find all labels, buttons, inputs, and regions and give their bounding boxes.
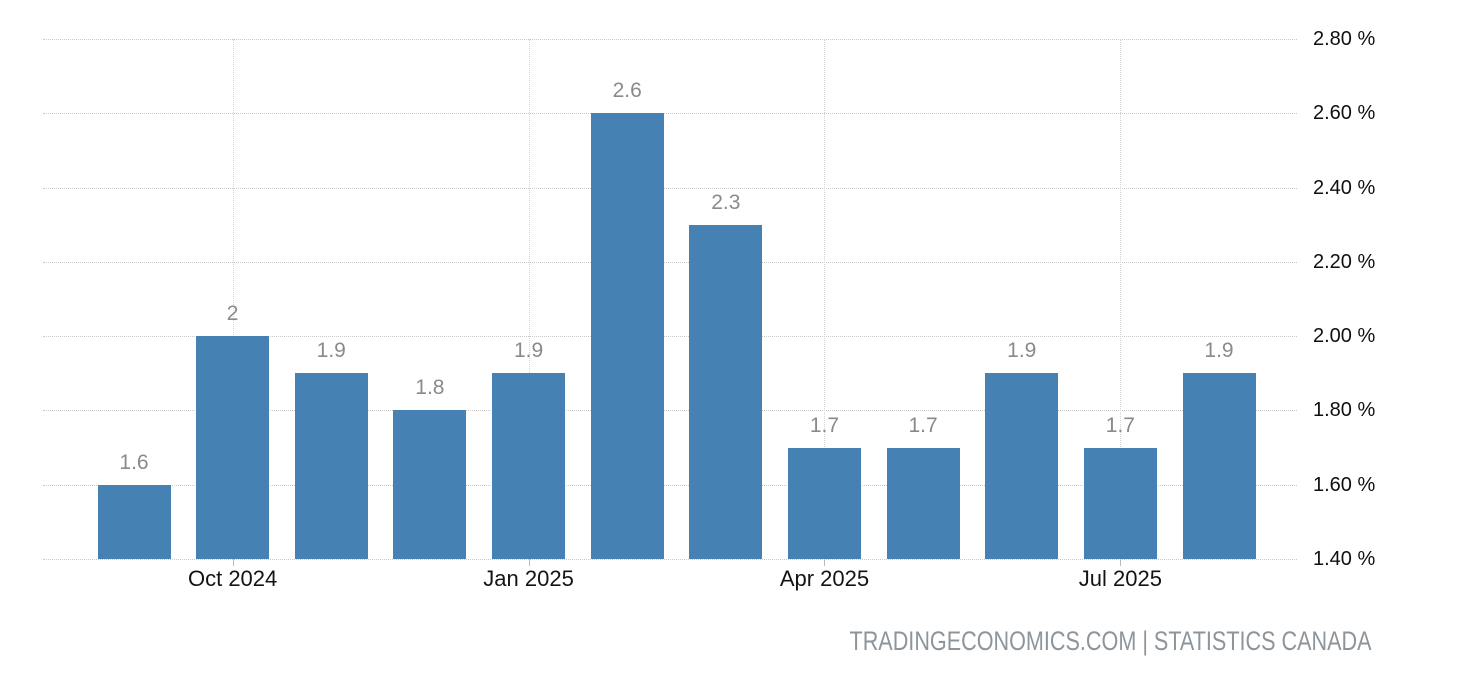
- bar[interactable]: [492, 373, 566, 559]
- bar-value-label: 1.9: [513, 339, 544, 363]
- h-gridline: [43, 559, 1297, 560]
- x-axis-label: Oct 2024: [187, 566, 278, 591]
- x-axis-label: Jan 2025: [483, 566, 574, 591]
- bar[interactable]: [97, 484, 171, 559]
- bar-value-label: 1.7: [908, 413, 938, 437]
- bar[interactable]: [787, 447, 861, 559]
- y-axis-label: 2.00 %: [1313, 325, 1376, 348]
- bar[interactable]: [294, 373, 368, 559]
- y-axis-label: 1.40 %: [1313, 548, 1376, 570]
- bar[interactable]: [1083, 447, 1157, 559]
- bar[interactable]: [985, 373, 1059, 559]
- bar[interactable]: [1182, 373, 1256, 559]
- bar-value-label: 1.7: [809, 413, 840, 437]
- x-tick-mark: [232, 559, 234, 566]
- bar-value-label: 2.6: [612, 79, 642, 103]
- x-axis-label: Apr 2025: [779, 566, 870, 591]
- x-axis-label: Jul 2025: [1078, 566, 1162, 591]
- y-axis-label: 2.20 %: [1313, 250, 1376, 273]
- bar-value-label: 1.7: [1105, 413, 1135, 437]
- bar[interactable]: [196, 336, 270, 559]
- bar-value-label: 1.9: [316, 339, 346, 363]
- v-gridline: [232, 39, 234, 559]
- bar-value-label: 2.3: [711, 190, 741, 214]
- v-gridline: [824, 39, 826, 559]
- y-axis-label: 2.40 %: [1313, 176, 1376, 199]
- bar-value-label: 1.9: [1204, 339, 1234, 363]
- bar-value-label: 2: [226, 302, 239, 326]
- bar-value-label: 1.9: [1007, 339, 1037, 363]
- bar[interactable]: [393, 410, 467, 559]
- attribution-text: TRADINGECONOMICS.COM | STATISTICS CANADA: [849, 626, 1372, 656]
- bar[interactable]: [590, 113, 664, 559]
- v-gridline: [528, 39, 530, 559]
- h-gridline: [43, 39, 1297, 40]
- h-gridline: [43, 113, 1297, 115]
- y-axis-label: 2.80 %: [1313, 28, 1376, 50]
- h-gridline: [43, 261, 1297, 263]
- h-gridline: [43, 336, 1297, 338]
- h-gridline: [43, 187, 1297, 189]
- bar[interactable]: [689, 224, 763, 559]
- x-tick-mark: [824, 559, 826, 566]
- y-axis-label: 1.60 %: [1313, 473, 1376, 496]
- x-tick-mark: [528, 559, 530, 566]
- y-axis-label: 1.80 %: [1313, 399, 1376, 422]
- bar[interactable]: [886, 447, 960, 559]
- h-gridline: [43, 410, 1297, 412]
- bar-value-label: 1.8: [415, 376, 445, 400]
- bar-value-label: 1.6: [119, 450, 149, 474]
- x-tick-mark: [1120, 559, 1122, 566]
- v-gridline: [1120, 39, 1122, 559]
- y-axis-label: 2.60 %: [1313, 102, 1376, 125]
- h-gridline: [43, 484, 1297, 486]
